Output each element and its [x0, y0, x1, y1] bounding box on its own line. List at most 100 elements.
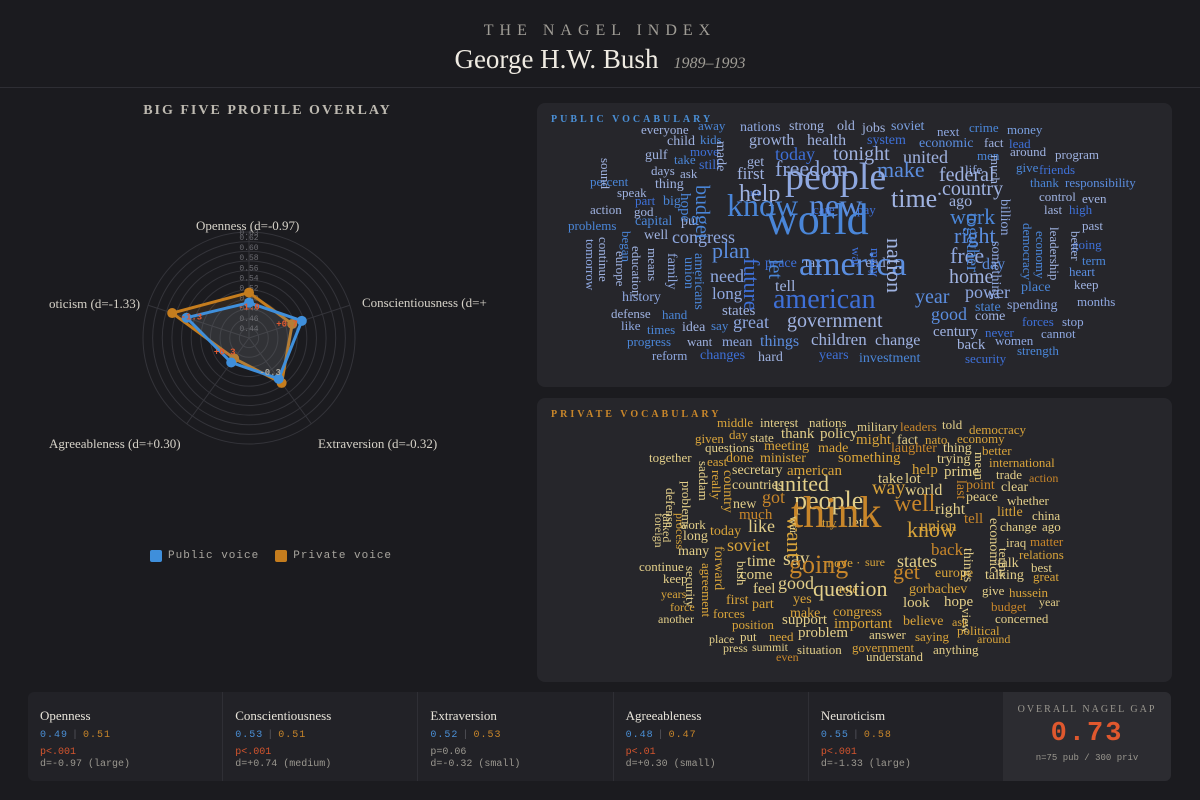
cloud-word: know [727, 187, 799, 224]
cloud-word: long [683, 528, 708, 544]
p-value: p<.001 [40, 747, 77, 758]
cloud-word-vertical: better [1068, 231, 1083, 261]
cloud-word: spending [1007, 297, 1058, 313]
cloud-word: american [787, 463, 842, 479]
cloud-word: investment [859, 350, 921, 366]
cloud-word: change [1000, 518, 1037, 534]
cloud-word: economy [957, 430, 1005, 446]
cloud-word: united [774, 471, 829, 497]
cloud-word: place [1021, 279, 1051, 295]
cloud-word: nations [809, 414, 847, 430]
cloud-word-vertical: something [988, 241, 1003, 300]
cloud-word: back [957, 337, 986, 353]
cloud-word: got [762, 486, 786, 507]
cloud-word: way [872, 477, 906, 499]
cloud-word: economic [919, 135, 974, 151]
cloud-word: american [773, 283, 876, 315]
stat-values: 0.49 | 0.51 [40, 730, 222, 741]
cloud-word: women [995, 332, 1034, 348]
cloud-word: together [649, 449, 692, 465]
cloud-word: need [769, 628, 794, 644]
cloud-word: .country [937, 178, 1004, 200]
cloud-word: control [1039, 188, 1076, 204]
cloud-word: action [590, 201, 622, 217]
p-value: p<.001 [820, 747, 857, 758]
cloud-word: meeting [764, 438, 810, 454]
cloud-word: trade [996, 466, 1022, 482]
cloud-word: even [1082, 190, 1107, 206]
cloud-word: today [710, 523, 742, 539]
radar-title: BIG FIVE PROFILE OVERLAY [143, 103, 392, 118]
cloud-word: federal [939, 164, 995, 186]
cloud-word: peace [765, 255, 797, 271]
cloud-word: time [747, 553, 776, 571]
cloud-word: going [1072, 236, 1102, 252]
cloud-word: good [778, 572, 814, 593]
cloud-word: little [997, 504, 1023, 520]
cloud-word: best [1031, 559, 1052, 575]
cloud-word-vertical: last [953, 480, 968, 500]
private-value: 0.58 [863, 730, 892, 741]
cloud-word: god [634, 203, 654, 219]
cloud-word: help [912, 462, 938, 478]
cloud-word: good [931, 303, 967, 324]
cloud-word: make [790, 605, 821, 621]
legend-public[interactable]: Public voice [150, 550, 259, 562]
cloud-word: part [752, 596, 774, 612]
cloud-word: democracy [969, 421, 1027, 437]
cloud-word-vertical: nation [882, 238, 907, 293]
cloud-word: forces [713, 605, 745, 621]
cloud-word: states [722, 303, 756, 319]
cloud-word: need [710, 265, 744, 286]
cloud-word: fact [897, 432, 918, 448]
cloud-word: made [818, 440, 849, 456]
cloud-word: tell [775, 278, 796, 296]
cloud-word: china [1032, 507, 1061, 523]
cloud-word: things [760, 333, 800, 351]
cloud-word: time [891, 184, 938, 214]
cloud-word: speak [617, 184, 647, 200]
cloud-word: work [679, 516, 706, 532]
cloud-word: program [1055, 146, 1100, 162]
cloud-word: ask [952, 615, 968, 630]
cloud-word: relations [1019, 546, 1064, 562]
cloud-word: thank [781, 426, 815, 442]
page-header: THE NAGEL INDEX George H.W. Bush 1989–19… [0, 0, 1200, 88]
cloud-word: answer [869, 626, 906, 642]
cloud-word: prime [944, 464, 979, 480]
cloud-word: new [809, 187, 863, 224]
cloud-word: reform [652, 347, 688, 363]
cloud-word: government [852, 639, 915, 655]
cloud-word: situation [797, 641, 842, 657]
cloud-word: change [875, 332, 921, 350]
cloud-word: everyone [641, 121, 689, 137]
cloud-word: money [1007, 121, 1043, 137]
cloud-word: friends [1039, 161, 1076, 177]
cloud-word: thing [655, 176, 684, 192]
cloud-word: hard [758, 349, 783, 365]
cloud-word: united [903, 146, 948, 167]
cloud-word: times [647, 321, 676, 337]
p-value: p<.001 [235, 747, 272, 758]
cloud-word: middle [717, 414, 754, 430]
public-value: 0.55 [820, 730, 849, 741]
divider: | [657, 730, 665, 741]
app-kicker: THE NAGEL INDEX [483, 22, 717, 39]
cloud-word: ago [949, 193, 973, 211]
stat-values: 0.52 | 0.53 [430, 730, 612, 741]
legend-private-label: Private voice [293, 550, 393, 562]
cloud-word: term [1082, 252, 1106, 268]
cloud-word: first [737, 164, 765, 184]
public-value: 0.49 [40, 730, 69, 741]
cloud-word: progress [627, 333, 672, 349]
public-value: 0.53 [235, 730, 264, 741]
cloud-word: great [1033, 568, 1059, 584]
cloud-word: crime [969, 119, 999, 135]
svg-text:+0.7: +0.7 [276, 319, 298, 329]
cloud-word: like [621, 317, 641, 333]
cloud-word: gorbachev [909, 581, 968, 597]
legend-private[interactable]: Private voice [275, 550, 392, 562]
cloud-word: take [878, 471, 903, 487]
cloud-word: lot [905, 471, 921, 487]
svg-text:-1.3: -1.3 [181, 312, 203, 322]
